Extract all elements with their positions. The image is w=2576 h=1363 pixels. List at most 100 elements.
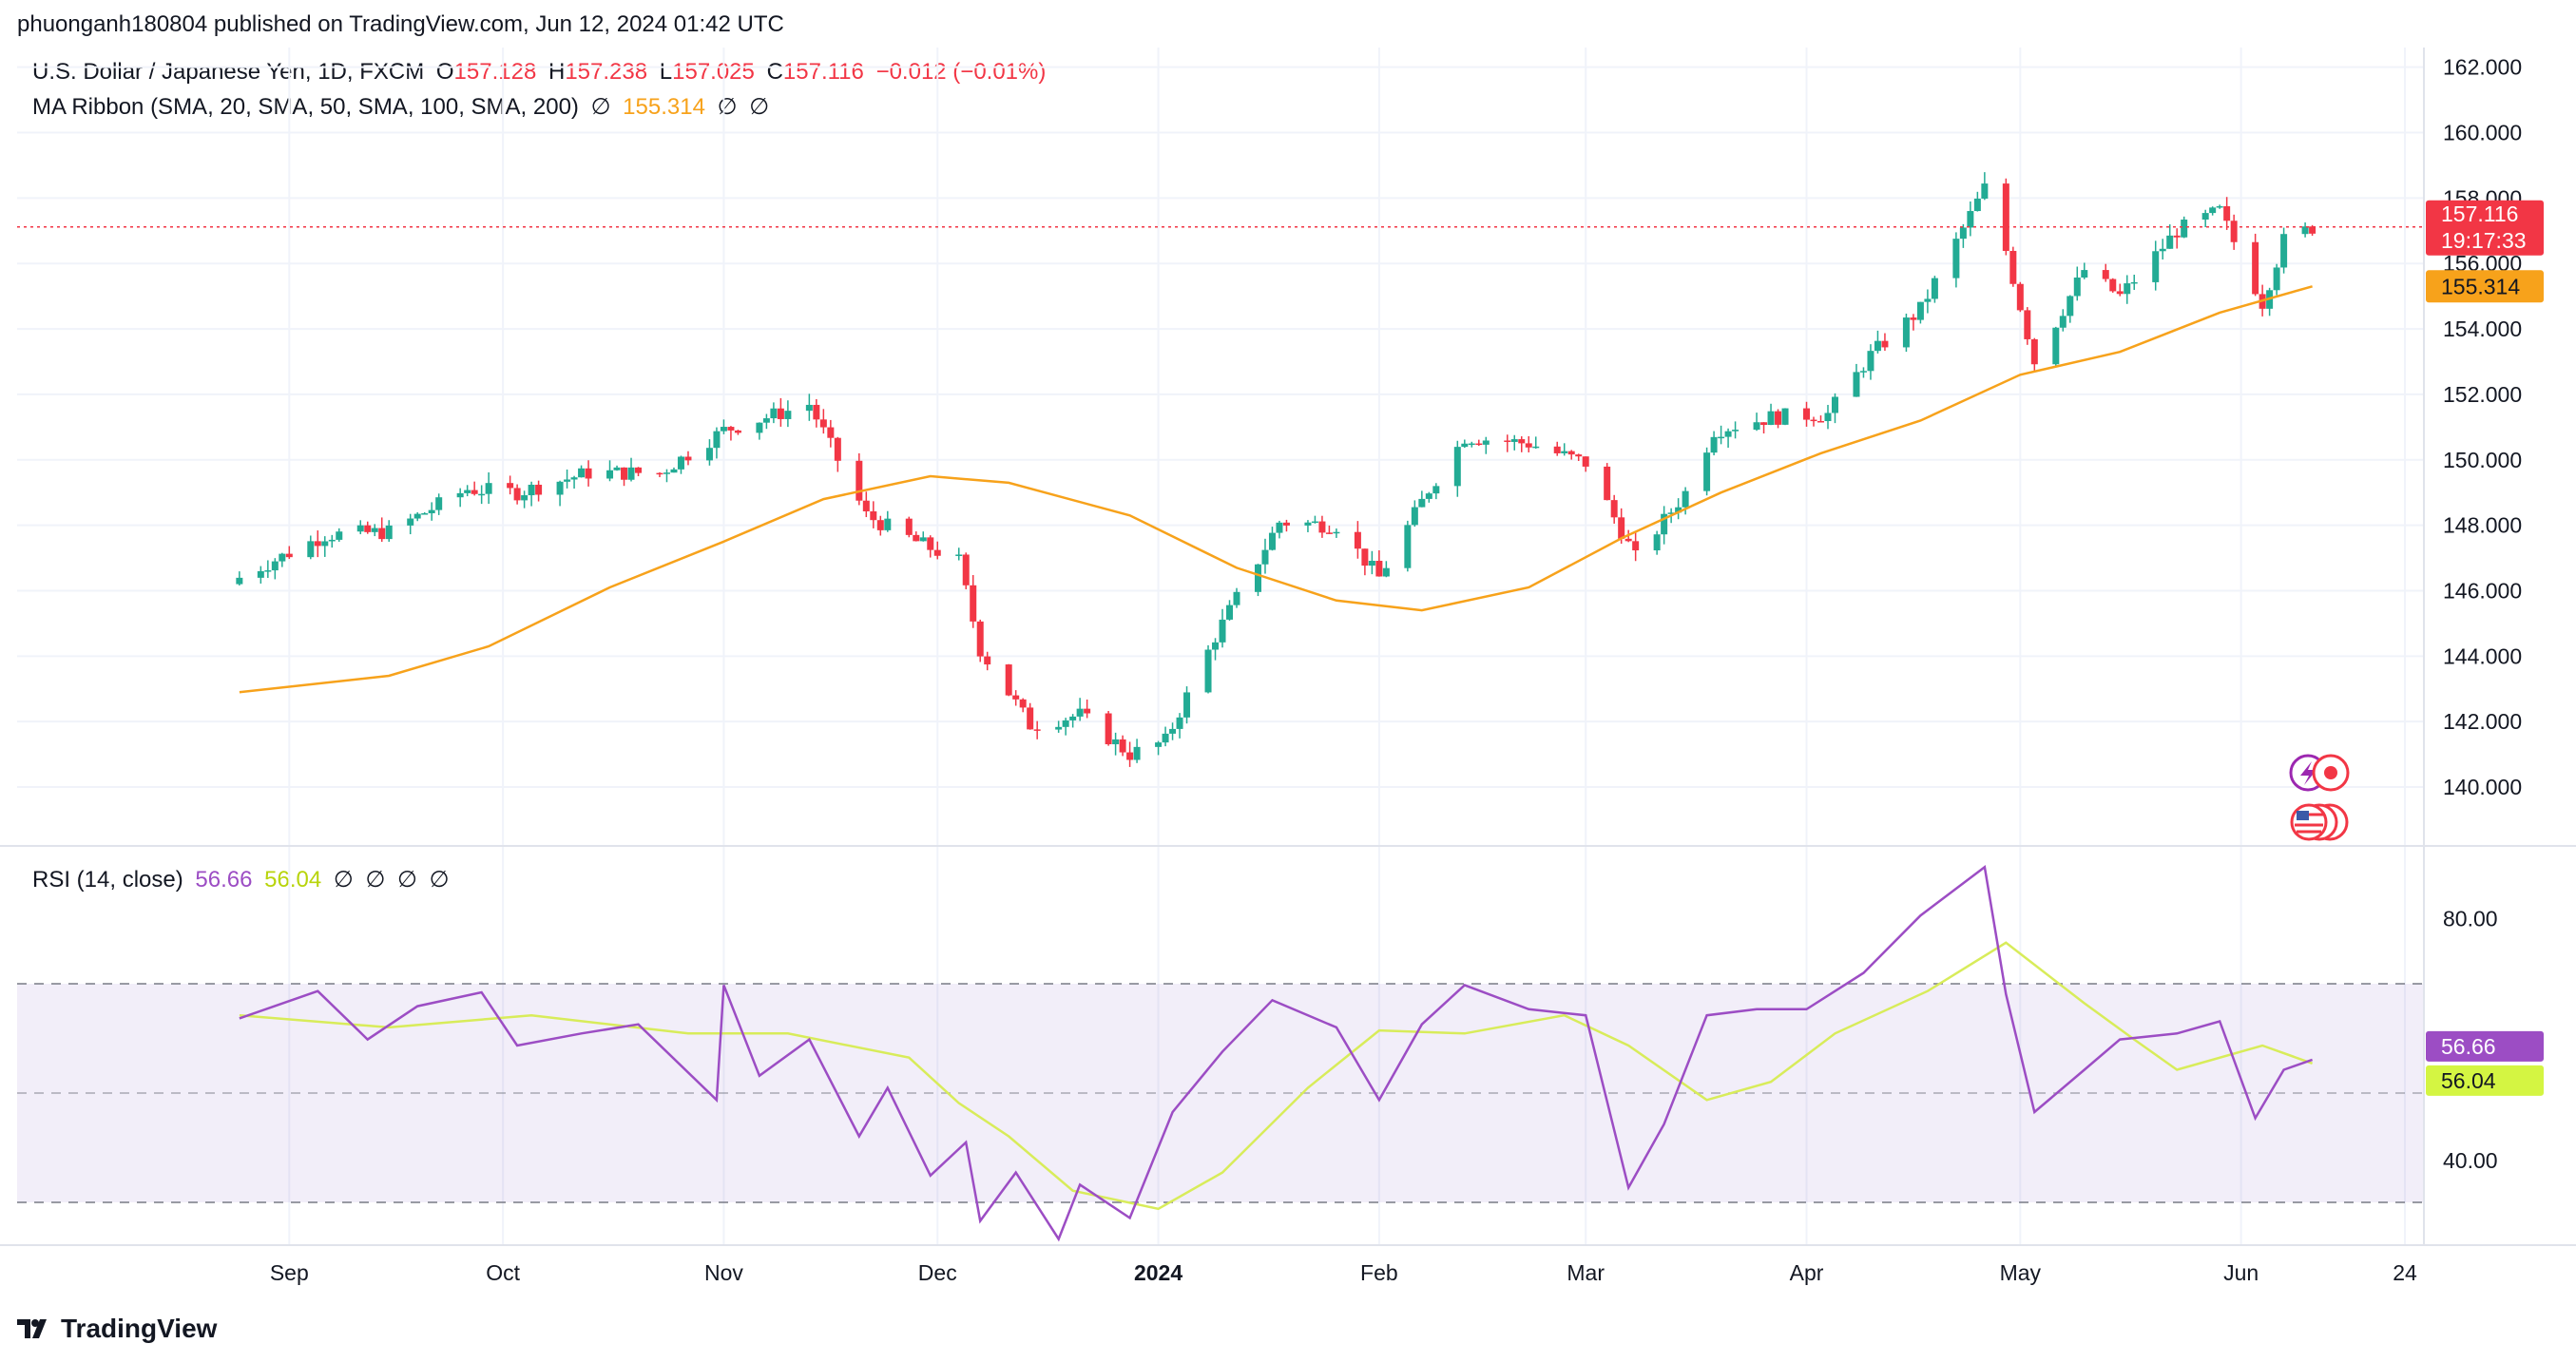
candle-body — [413, 513, 421, 519]
candle-body — [784, 411, 792, 419]
candle-body — [1069, 716, 1077, 720]
candle-body — [2124, 283, 2131, 295]
na-value: ∅ — [333, 867, 354, 893]
candle-body — [1169, 728, 1177, 734]
sma-line — [239, 285, 2313, 694]
na-value: ∅ — [397, 867, 417, 893]
ohlc-low: L157.025 — [659, 59, 755, 85]
price-tick-label: 150.000 — [2443, 448, 2522, 472]
candle-body — [2067, 296, 2074, 317]
candle-body — [378, 528, 386, 540]
tradingview-footer[interactable]: TradingView — [17, 1314, 217, 1344]
rsi-ma-value: 56.04 — [264, 867, 322, 893]
ma-ribbon-label[interactable]: MA Ribbon (SMA, 20, SMA, 50, SMA, 100, S… — [32, 94, 579, 120]
candle-body — [1981, 183, 1989, 199]
candle-body — [1775, 411, 1782, 425]
candle-body — [2301, 226, 2309, 235]
candle-body — [564, 479, 571, 482]
candle-body — [2280, 234, 2288, 268]
candle-body — [371, 528, 378, 532]
main-legend-row: U.S. Dollar / Japanese Yen, 1D, FXCM O15… — [32, 59, 1051, 86]
rsi-value: 56.66 — [195, 867, 253, 893]
price-tick-label: 148.000 — [2443, 513, 2522, 538]
rsi-value-tag — [2426, 1030, 2544, 1062]
candle-body — [1682, 490, 1689, 508]
candle-body — [677, 456, 684, 470]
time-tick-label: Jun — [2223, 1260, 2259, 1285]
last-price-tag-text: 157.116 — [2441, 202, 2518, 226]
candle-body — [1055, 726, 1063, 730]
price-tick-label: 140.000 — [2443, 775, 2522, 799]
candle-body — [670, 469, 678, 473]
candle-body — [471, 490, 478, 494]
candle-body — [1661, 513, 1668, 535]
candle-body — [933, 549, 941, 556]
ohlc-high: H157.238 — [548, 59, 648, 85]
candle-body — [1767, 411, 1775, 426]
candle-body — [1710, 436, 1718, 453]
price-tick-label: 146.000 — [2443, 578, 2522, 603]
last-price-tag — [2426, 200, 2544, 256]
candle-body — [1204, 649, 1212, 693]
price-pane — [0, 48, 2424, 846]
candle-body — [727, 427, 735, 431]
candle-body — [1881, 340, 1889, 348]
candle-body — [1482, 440, 1490, 445]
candle-body — [407, 518, 414, 526]
candle-body — [1475, 443, 1483, 446]
candle-body — [2181, 220, 2188, 238]
candle-body — [1375, 561, 1383, 577]
time-tick-label: 2024 — [1134, 1260, 1182, 1285]
candle-body — [1233, 591, 1240, 605]
candle-body — [1162, 733, 1169, 743]
price-tick-label: 160.000 — [2443, 121, 2522, 145]
candle-body — [556, 481, 564, 495]
overlays — [17, 226, 2424, 1242]
price-tick-label: 142.000 — [2443, 709, 2522, 734]
ohlc-open: O157.128 — [435, 59, 537, 85]
candle-body — [2173, 235, 2181, 238]
ohlc-close: C157.116 — [766, 59, 864, 85]
candle-body — [1076, 708, 1084, 717]
candle-body — [663, 472, 670, 474]
candle-body — [1567, 451, 1575, 455]
us-flag-icon[interactable] — [2290, 803, 2328, 841]
ma-price-tag — [2426, 270, 2544, 303]
time-tick-label: Dec — [918, 1260, 957, 1285]
ma-value: 155.314 — [623, 94, 705, 120]
candle-body — [1212, 642, 1220, 650]
rsi-label[interactable]: RSI (14, close) — [32, 867, 183, 893]
candle-body — [805, 404, 813, 412]
candle-body — [876, 520, 884, 530]
candle-body — [1667, 512, 1675, 514]
candle-body — [2052, 327, 2060, 365]
candle-body — [257, 570, 264, 578]
time-tick-label: Feb — [1360, 1260, 1398, 1285]
candle-body — [2016, 283, 2024, 311]
time-axis[interactable]: Sep Oct Nov Dec 2024 Feb Mar Apr May Jun 24 — [270, 1260, 2417, 1285]
candle-body — [521, 495, 529, 501]
countdown-tag-text: 19:17:33 — [2441, 228, 2527, 253]
candle-body — [1461, 443, 1469, 448]
candle-body — [756, 422, 763, 433]
candle-body — [713, 431, 721, 449]
candle-body — [1831, 396, 1838, 413]
candle-body — [2024, 310, 2031, 339]
time-tick-label: May — [2000, 1260, 2042, 1285]
candle-body — [827, 427, 835, 438]
candle-body — [606, 470, 614, 479]
symbol-label[interactable]: U.S. Dollar / Japanese Yen, 1D, FXCM — [32, 59, 425, 85]
rsi-ma-line — [239, 941, 2314, 1211]
candle-body — [364, 525, 372, 532]
candle-body — [1874, 340, 1881, 352]
candle-body — [2223, 205, 2231, 221]
event-icons[interactable] — [2289, 754, 2350, 841]
us-flag-canton — [2297, 811, 2309, 820]
price-tick-label: 162.000 — [2443, 55, 2522, 80]
candle-body — [1624, 538, 1632, 542]
candle-body — [613, 467, 621, 470]
candle-body — [1824, 413, 1832, 422]
candle-body — [1724, 431, 1732, 437]
candle-body — [2152, 251, 2160, 282]
